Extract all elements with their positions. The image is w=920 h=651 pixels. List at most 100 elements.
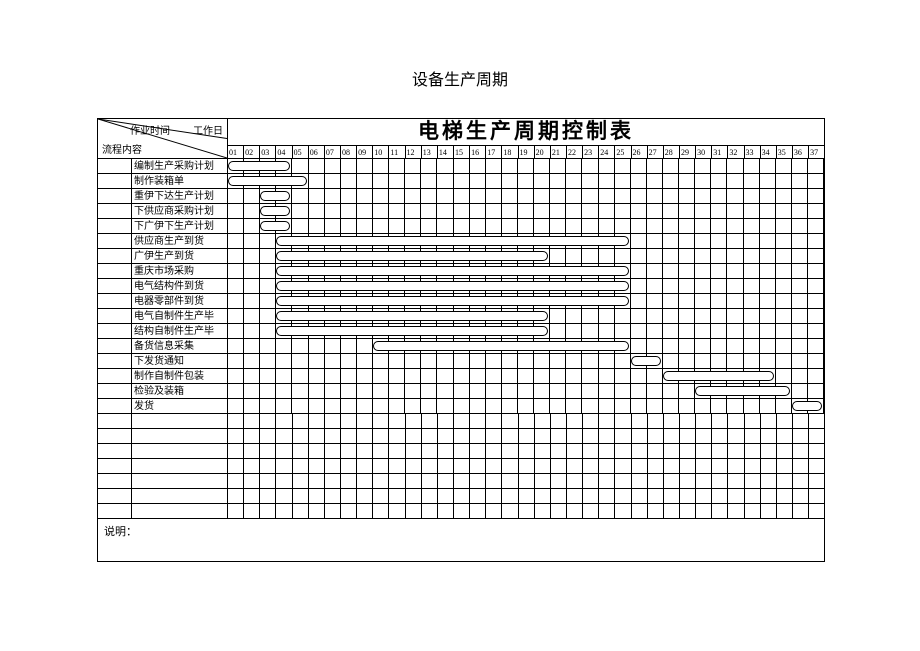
- grid-cell: [631, 159, 647, 173]
- grid-cell: [566, 354, 582, 368]
- grid-cell: [244, 204, 260, 218]
- grid-cell: [470, 204, 486, 218]
- grid-cell: [712, 474, 728, 488]
- grid-cell: [566, 369, 582, 383]
- grid-cell: [696, 444, 712, 458]
- day-header-cell: 37: [809, 146, 824, 159]
- grid-cell: [454, 399, 470, 413]
- grid-cell: [292, 159, 308, 173]
- grid-cell: [679, 159, 695, 173]
- grid-cell: [389, 204, 405, 218]
- grid-cell: [502, 429, 518, 443]
- grid-cell: [727, 234, 743, 248]
- grid-cell: [761, 459, 777, 473]
- grid-cell: [567, 489, 583, 503]
- task-grid: [228, 264, 824, 278]
- task-label-blank: [98, 264, 132, 278]
- grid-cell: [454, 474, 470, 488]
- grid-cell: [470, 444, 486, 458]
- grid-cell: [325, 444, 341, 458]
- grid-cell: [727, 219, 743, 233]
- grid-cell: [631, 279, 647, 293]
- grid-cell: [519, 459, 535, 473]
- grid-cell: [648, 459, 664, 473]
- grid-cell: [679, 294, 695, 308]
- task-label-wrap: [98, 429, 228, 443]
- task-label: 结构自制件生产毕: [132, 324, 227, 338]
- grid-cell: [582, 249, 598, 263]
- grid-cell: [551, 459, 567, 473]
- grid-cell: [389, 474, 405, 488]
- grid-cell: [599, 204, 615, 218]
- grid-cell: [486, 354, 502, 368]
- grid-cell: [276, 474, 292, 488]
- grid-cell: [437, 174, 453, 188]
- grid-cell: [325, 339, 341, 353]
- grid-cell: [776, 264, 792, 278]
- grid-cell: [663, 279, 679, 293]
- grid-cell: [744, 264, 760, 278]
- grid-cell: [615, 159, 631, 173]
- day-header-cell: 23: [583, 146, 599, 159]
- header-right: 电梯生产周期控制表 010203040506070809101112131415…: [228, 119, 824, 158]
- grid-cell: [228, 219, 244, 233]
- grid-cell: [519, 429, 535, 443]
- grid-cell: [777, 504, 793, 518]
- grid-cell: [582, 324, 598, 338]
- grid-cell: [534, 189, 550, 203]
- grid-cell: [663, 189, 679, 203]
- grid-cell: [599, 174, 615, 188]
- grid-cell: [792, 369, 808, 383]
- task-label-wrap: [98, 489, 228, 503]
- grid-cell: [793, 414, 809, 428]
- grid-cell: [711, 159, 727, 173]
- grid-cell: [551, 429, 567, 443]
- grid-cell: [648, 489, 664, 503]
- gantt-bar: [276, 311, 548, 321]
- grid-cell: [228, 354, 244, 368]
- grid-cell: [744, 399, 760, 413]
- grid-cell: [244, 369, 260, 383]
- grid-cell: [244, 474, 260, 488]
- grid-cell: [421, 369, 437, 383]
- grid-cell: [631, 234, 647, 248]
- grid-cell: [695, 309, 711, 323]
- grid-cell: [325, 399, 341, 413]
- grid-cell: [760, 249, 776, 263]
- grid-cell: [550, 369, 566, 383]
- grid-cell: [373, 219, 389, 233]
- grid-cell: [808, 219, 824, 233]
- grid-cell: [293, 489, 309, 503]
- grid-cell: [357, 384, 373, 398]
- task-label-wrap: [98, 459, 228, 473]
- grid-cell: [776, 399, 792, 413]
- grid-cell: [745, 459, 761, 473]
- grid-cell: [551, 474, 567, 488]
- grid-cell: [647, 279, 663, 293]
- grid-cell: [792, 384, 808, 398]
- grid-cell: [389, 174, 405, 188]
- grid-cell: [244, 189, 260, 203]
- grid-cell: [599, 429, 615, 443]
- grid-cell: [228, 414, 244, 428]
- grid-cell: [599, 384, 615, 398]
- grid-cell: [405, 159, 421, 173]
- grid-cell: [276, 444, 292, 458]
- grid-cell: [695, 279, 711, 293]
- grid-cell: [276, 429, 292, 443]
- grid-cell: [405, 354, 421, 368]
- grid-cell: [760, 339, 776, 353]
- grid-cell: [228, 399, 244, 413]
- task-label-wrap: [98, 444, 228, 458]
- grid-cell: [357, 354, 373, 368]
- grid-cell: [502, 444, 518, 458]
- grid-cell: [599, 309, 615, 323]
- grid-cell: [389, 189, 405, 203]
- grid-cell: [808, 189, 824, 203]
- grid-cell: [486, 459, 502, 473]
- grid-cell: [341, 504, 357, 518]
- grid-cell: [761, 474, 777, 488]
- task-grid: [228, 369, 824, 383]
- task-label-blank: [98, 399, 132, 413]
- grid-cell: [793, 429, 809, 443]
